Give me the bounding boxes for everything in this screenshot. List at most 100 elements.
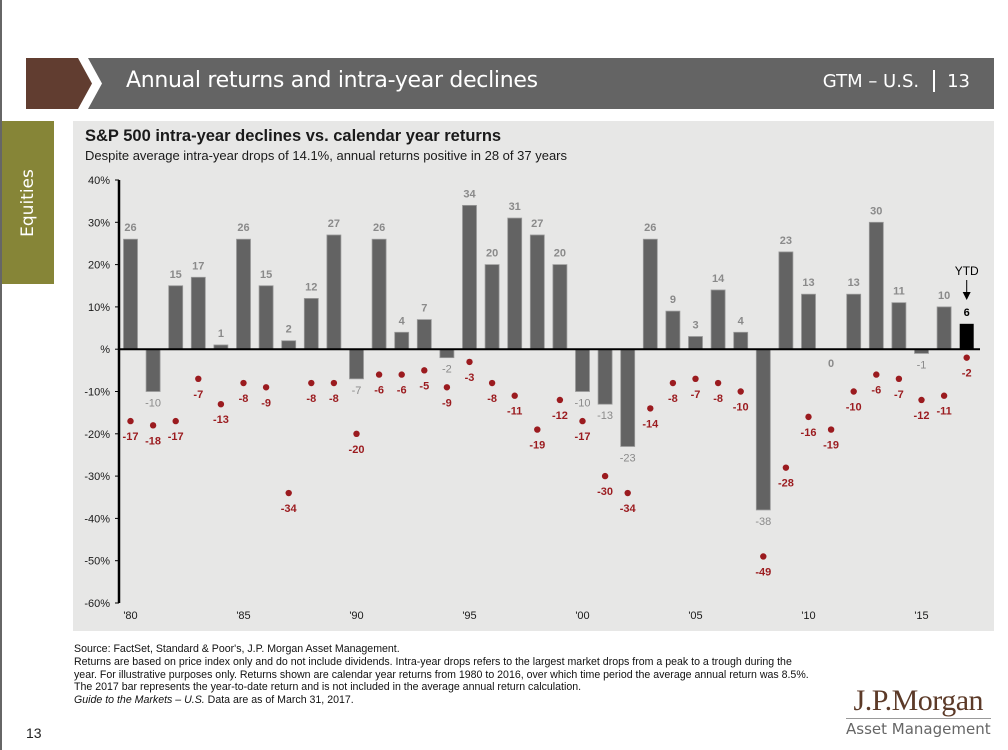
decline-value-label: -6: [374, 385, 384, 397]
return-value-label: 26: [124, 222, 136, 234]
return-value-label: 15: [260, 269, 272, 281]
return-bar: [620, 348, 636, 447]
return-value-label: 3: [692, 320, 698, 332]
decline-value-label: -6: [871, 385, 881, 397]
return-value-label: -1: [917, 359, 927, 371]
decline-value-label: -30: [597, 486, 613, 498]
decline-point: [330, 379, 338, 387]
decline-value-label: -10: [733, 402, 749, 414]
return-bar: [258, 285, 274, 350]
decline-value-label: -8: [668, 393, 678, 405]
return-bar: [281, 340, 297, 350]
decline-value-label: -13: [213, 414, 229, 426]
y-tick-label: -60%: [84, 598, 110, 610]
section-tab-equities[interactable]: Equities: [2, 121, 54, 284]
decline-point: [918, 396, 925, 404]
x-tick-label: '85: [236, 610, 250, 622]
page-title: Annual returns and intra-year declines: [126, 68, 538, 93]
decline-value-label: -14: [642, 418, 659, 430]
decline-point: [240, 379, 247, 387]
return-bar: [484, 264, 500, 350]
return-bar: [597, 348, 613, 405]
decline-value-label: -7: [691, 389, 701, 401]
y-tick-label: %: [100, 344, 110, 356]
left-edge-rule: [0, 0, 2, 750]
x-tick-label: '05: [688, 610, 702, 622]
x-tick-label: '90: [349, 610, 363, 622]
return-bar: [439, 348, 455, 359]
decline-point: [172, 417, 179, 425]
footnote-guide-line: Guide to the Markets – U.S. Data are as …: [74, 694, 814, 707]
decline-value-label: -28: [778, 478, 794, 490]
return-value-label: 4: [738, 315, 745, 327]
decline-point: [805, 413, 812, 421]
return-value-label: 2: [286, 324, 292, 336]
return-value-label: 30: [870, 205, 882, 217]
return-value-label: 17: [192, 260, 204, 272]
return-value-label: 13: [802, 277, 814, 289]
decline-value-label: -11: [936, 406, 951, 418]
decline-point: [534, 426, 541, 433]
return-bar: [462, 204, 477, 350]
decline-point: [647, 405, 654, 412]
decline-value-label: -19: [529, 440, 545, 452]
decline-point: [760, 553, 767, 560]
decline-value-label: -12: [914, 410, 930, 422]
chart-subtitle: Despite average intra-year drops of 14.1…: [85, 148, 567, 163]
return-bar: [688, 336, 703, 350]
y-tick-label: -30%: [84, 471, 110, 483]
return-value-label: 10: [938, 290, 950, 302]
return-value-label: 15: [170, 269, 182, 281]
decline-value-label: -34: [620, 503, 637, 515]
decline-value-label: -19: [823, 440, 839, 452]
return-value-label: 11: [893, 286, 905, 298]
return-bar: [394, 331, 410, 350]
jpmorgan-logo: J.P.Morgan Asset Management: [846, 686, 991, 738]
return-value-label: 27: [328, 218, 340, 230]
return-bar: [303, 298, 319, 350]
return-bar: [710, 289, 726, 350]
decline-point: [217, 400, 225, 408]
return-value-label: 26: [373, 222, 385, 234]
decline-point: [308, 379, 315, 387]
return-bar: [575, 348, 590, 392]
return-value-label: 12: [305, 281, 317, 293]
logo-subtitle: Asset Management: [846, 720, 991, 738]
ytd-value-label: 6: [964, 307, 970, 319]
return-bar: [891, 302, 907, 350]
ytd-bar: [959, 323, 974, 350]
decline-value-label: -7: [193, 389, 203, 401]
decline-point: [827, 426, 835, 433]
date-note: Data are as of March 31, 2017.: [204, 694, 354, 707]
return-value-label: 34: [463, 188, 476, 200]
x-tick-label: '15: [914, 610, 928, 622]
decline-point: [601, 472, 609, 480]
logo-rule: [846, 718, 991, 719]
return-bar: [145, 348, 161, 392]
decline-value-label: -17: [168, 431, 184, 443]
y-tick-label: 20%: [88, 260, 110, 272]
decline-point: [895, 375, 903, 383]
decline-point: [782, 464, 790, 471]
return-value-label: 20: [486, 248, 498, 260]
decline-value-label: -8: [713, 393, 723, 405]
decline-points: -17 -18 -17-7-13-8 -9-34-8 -8-20-6 -6 -5-9-3-8…: [123, 354, 972, 578]
return-value-label: -2: [442, 364, 452, 376]
decline-point: [421, 367, 428, 374]
return-bar: [236, 238, 251, 350]
decline-point: [466, 358, 473, 366]
x-tick-label: '00: [575, 610, 589, 622]
return-value-label: 9: [670, 294, 676, 306]
decline-point: [195, 375, 202, 383]
decline-value-label: -2: [962, 368, 972, 380]
return-bar: [349, 348, 364, 380]
return-bar: [168, 285, 184, 350]
decline-value-label: -34: [281, 503, 298, 515]
return-value-label: -38: [755, 516, 771, 528]
return-bar: [190, 276, 206, 350]
ytd-arrow-icon: [962, 292, 971, 300]
y-tick-label: -20%: [84, 429, 110, 441]
decline-value-label: -10: [846, 402, 862, 414]
x-tick-label: '80: [123, 610, 137, 622]
